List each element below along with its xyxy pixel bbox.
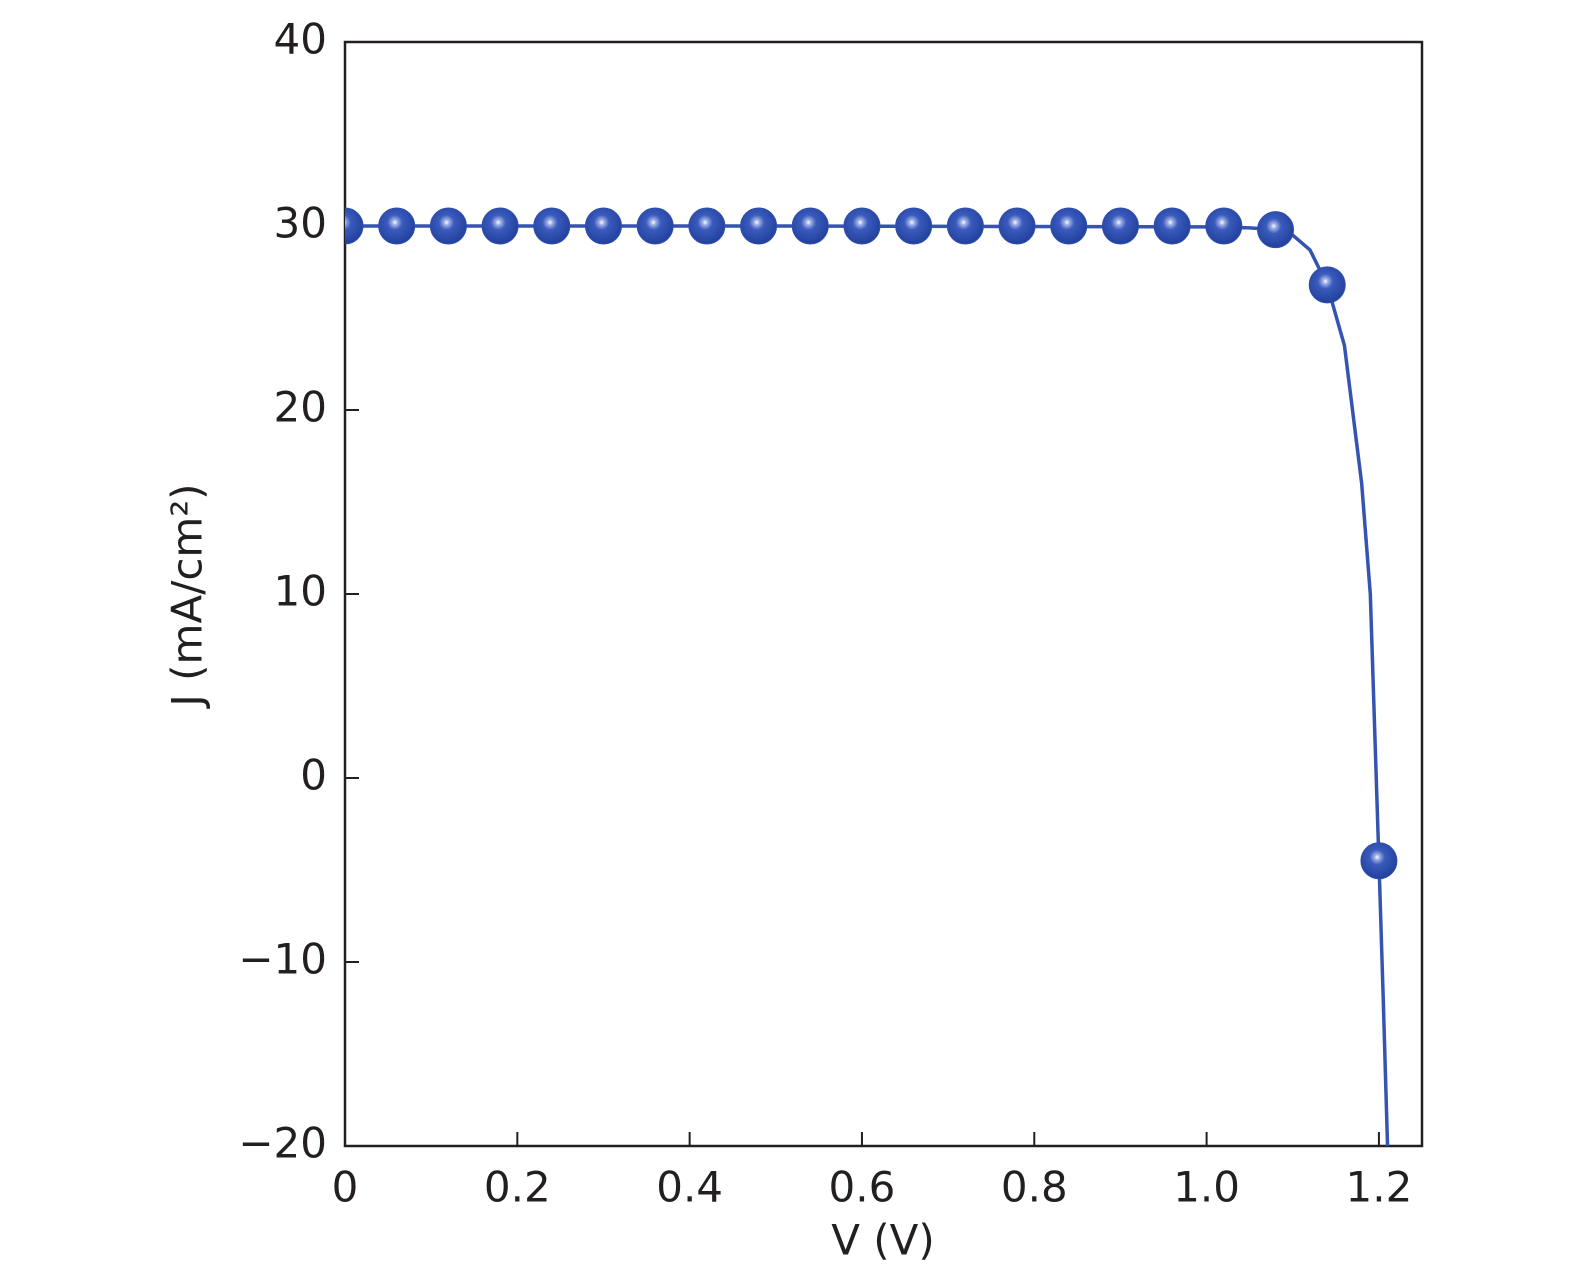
data-point xyxy=(946,207,984,245)
x-tick-label: 0.4 xyxy=(656,1163,723,1212)
data-point xyxy=(688,207,726,245)
y-tick-label: 10 xyxy=(274,567,327,616)
x-axis-label: V (V) xyxy=(831,1216,935,1265)
data-point xyxy=(740,207,778,245)
data-point xyxy=(1257,211,1295,249)
x-tick-label: 1.2 xyxy=(1346,1163,1413,1212)
y-tick-label: 20 xyxy=(274,383,327,432)
plot-frame xyxy=(343,40,1424,1148)
x-tick-label: 0 xyxy=(332,1163,359,1212)
data-point xyxy=(378,207,416,245)
data-point xyxy=(533,207,571,245)
data-point xyxy=(895,207,933,245)
x-tick-label: 0.2 xyxy=(484,1163,551,1212)
data-point xyxy=(1153,207,1191,245)
y-tick-label: 0 xyxy=(300,751,327,800)
x-tick-label: 1.0 xyxy=(1173,1163,1240,1212)
y-tick-label: −10 xyxy=(238,935,327,984)
data-point xyxy=(1205,207,1243,245)
data-point xyxy=(998,207,1036,245)
y-tick-label: 30 xyxy=(274,199,327,248)
data-point xyxy=(843,207,881,245)
data-point xyxy=(345,207,364,245)
data-point xyxy=(1050,207,1088,245)
data-point xyxy=(584,207,622,245)
x-tick-label: 0.8 xyxy=(1001,1163,1068,1212)
y-tick-label: −20 xyxy=(238,1119,327,1168)
data-point xyxy=(481,207,519,245)
x-tick-label: 0.6 xyxy=(829,1163,896,1212)
data-point xyxy=(429,207,467,245)
data-point xyxy=(1101,207,1139,245)
y-tick-label: 40 xyxy=(274,15,327,64)
y-axis-label: J (mA/cm²) xyxy=(163,483,212,709)
plot-area xyxy=(345,207,1398,1146)
data-point xyxy=(791,207,829,245)
fit-line xyxy=(345,224,1390,1146)
data-point xyxy=(1360,842,1398,880)
data-point xyxy=(636,207,674,245)
data-point xyxy=(1308,266,1346,304)
